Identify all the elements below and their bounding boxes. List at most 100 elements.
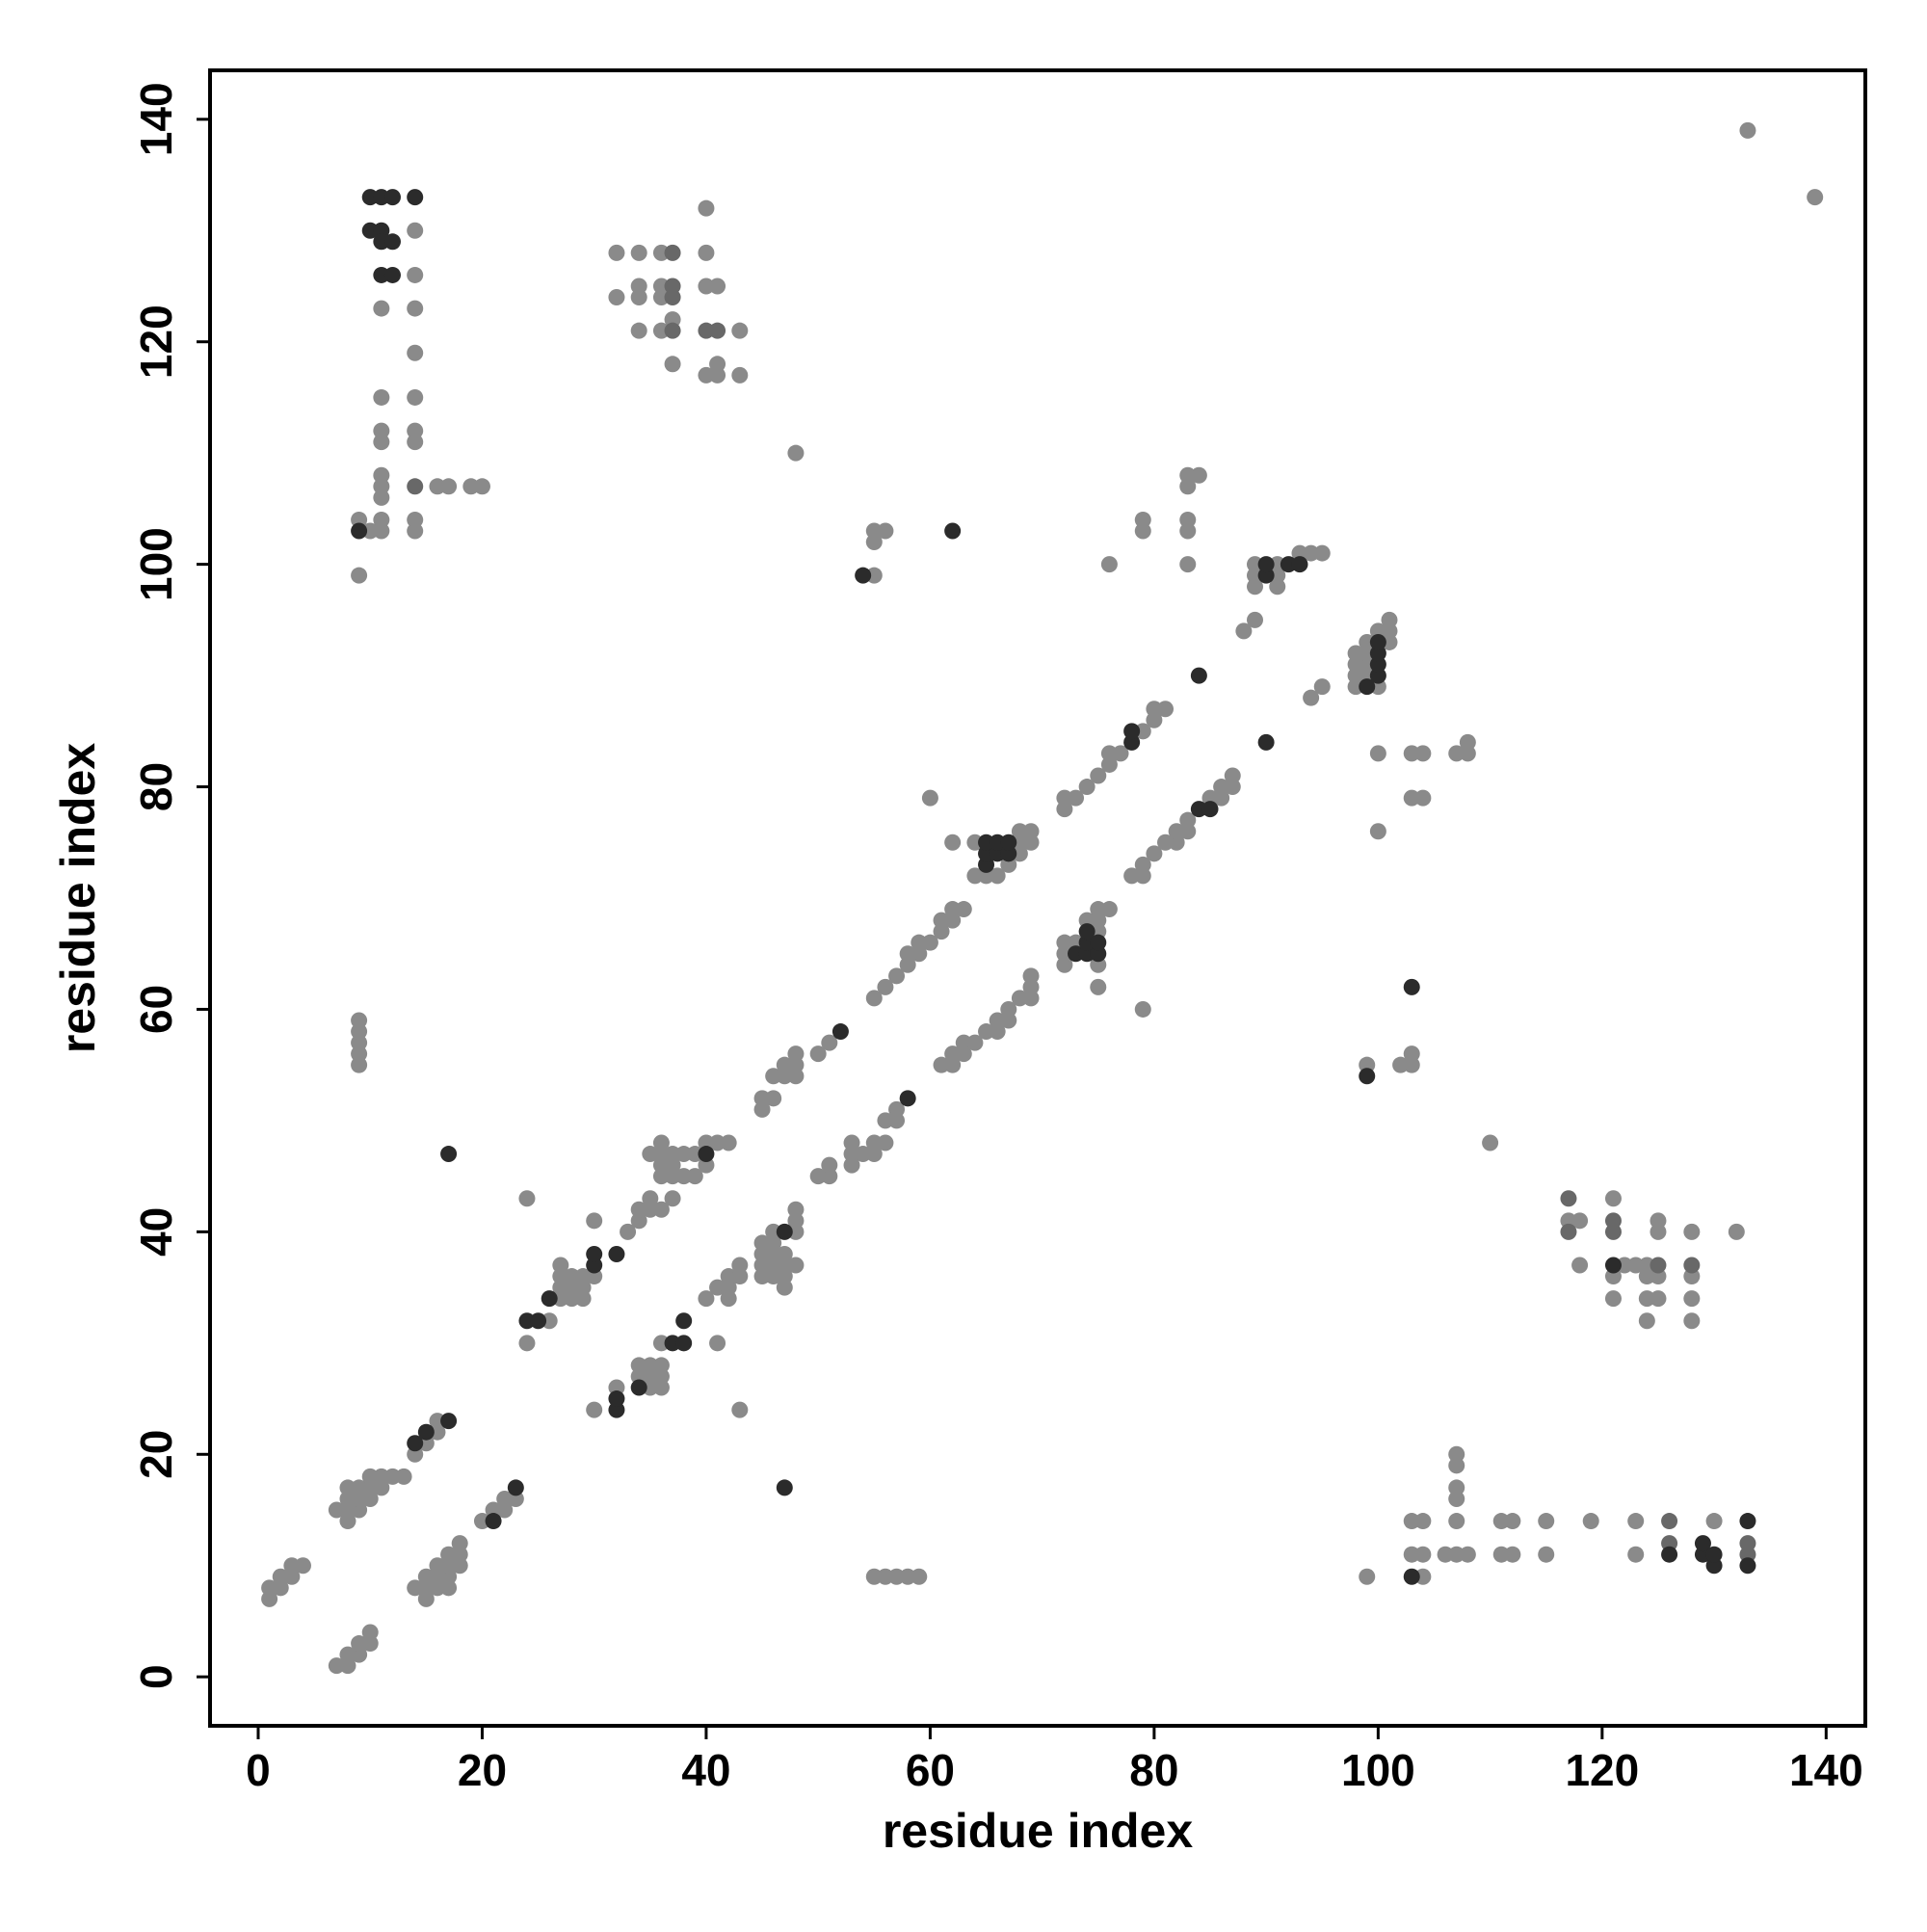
point xyxy=(1100,901,1118,918)
point xyxy=(608,244,625,261)
y-tick-label: 20 xyxy=(131,1430,181,1479)
point xyxy=(1650,1212,1667,1230)
point xyxy=(652,1134,670,1151)
point xyxy=(675,1312,693,1330)
point xyxy=(664,289,681,306)
point xyxy=(1313,544,1331,562)
point xyxy=(541,1312,558,1330)
point xyxy=(664,244,681,261)
point xyxy=(787,1257,805,1274)
point xyxy=(361,522,379,540)
point xyxy=(765,1223,782,1240)
point xyxy=(731,322,749,339)
point xyxy=(753,1090,771,1107)
point xyxy=(966,834,984,851)
point xyxy=(496,1490,514,1507)
point xyxy=(1638,1268,1655,1285)
point xyxy=(921,789,938,807)
point xyxy=(652,1201,670,1218)
point xyxy=(1504,1546,1521,1563)
point xyxy=(888,1100,906,1118)
point xyxy=(709,1335,726,1352)
point xyxy=(1414,745,1432,762)
point xyxy=(1705,1546,1723,1563)
point xyxy=(899,1090,916,1107)
point xyxy=(652,1335,670,1352)
point xyxy=(1068,789,1085,807)
point xyxy=(776,1245,793,1262)
point xyxy=(563,1268,580,1285)
point xyxy=(1739,1535,1756,1552)
x-tick-label: 80 xyxy=(1129,1745,1178,1795)
point xyxy=(1448,1546,1465,1563)
point xyxy=(1650,1290,1667,1308)
point xyxy=(373,388,390,406)
point xyxy=(944,901,962,918)
point xyxy=(652,1357,670,1374)
point xyxy=(1157,701,1175,718)
point xyxy=(1179,556,1197,573)
point xyxy=(1683,1257,1701,1274)
point xyxy=(675,1168,693,1185)
point xyxy=(1403,789,1420,807)
point xyxy=(776,1479,793,1496)
point xyxy=(1359,1568,1376,1585)
point xyxy=(642,1190,659,1207)
point xyxy=(395,1468,412,1485)
point xyxy=(407,1435,424,1452)
point xyxy=(1392,1056,1410,1073)
point xyxy=(1291,556,1308,573)
point xyxy=(373,522,390,540)
point xyxy=(1179,466,1197,484)
point xyxy=(608,289,625,306)
point xyxy=(1582,1513,1599,1530)
point xyxy=(473,1513,490,1530)
point xyxy=(1403,1513,1420,1530)
point xyxy=(1604,1223,1622,1240)
point xyxy=(1683,1312,1701,1330)
point xyxy=(1414,789,1432,807)
point xyxy=(1303,544,1320,562)
point xyxy=(1369,823,1386,840)
point xyxy=(855,567,872,584)
point xyxy=(630,322,647,339)
y-tick-label: 140 xyxy=(131,82,181,156)
point xyxy=(989,867,1006,885)
point xyxy=(1627,1513,1645,1530)
point xyxy=(664,1335,681,1352)
point xyxy=(1011,823,1028,840)
point xyxy=(1056,789,1073,807)
point xyxy=(1011,990,1028,1007)
point xyxy=(1123,723,1141,740)
point xyxy=(1022,823,1040,840)
y-tick-label: 0 xyxy=(131,1664,181,1689)
point xyxy=(1807,189,1824,206)
point xyxy=(1403,745,1420,762)
point xyxy=(1616,1257,1633,1274)
point xyxy=(1190,466,1207,484)
point xyxy=(1247,611,1264,628)
point xyxy=(1538,1513,1555,1530)
point xyxy=(899,1568,916,1585)
point xyxy=(776,1056,793,1073)
point xyxy=(1492,1513,1510,1530)
point xyxy=(429,1413,446,1430)
point xyxy=(877,522,894,540)
point xyxy=(1213,779,1230,796)
point xyxy=(1134,1000,1151,1018)
point xyxy=(776,1223,793,1240)
point xyxy=(765,1090,782,1107)
point xyxy=(753,1234,771,1252)
point xyxy=(1056,934,1073,951)
point xyxy=(652,289,670,306)
point xyxy=(1694,1535,1711,1552)
point xyxy=(652,244,670,261)
point xyxy=(1604,1290,1622,1308)
point xyxy=(507,1479,524,1496)
point xyxy=(383,266,401,283)
point xyxy=(1359,678,1376,696)
point xyxy=(462,478,480,495)
point xyxy=(787,1045,805,1063)
point xyxy=(586,1245,603,1262)
